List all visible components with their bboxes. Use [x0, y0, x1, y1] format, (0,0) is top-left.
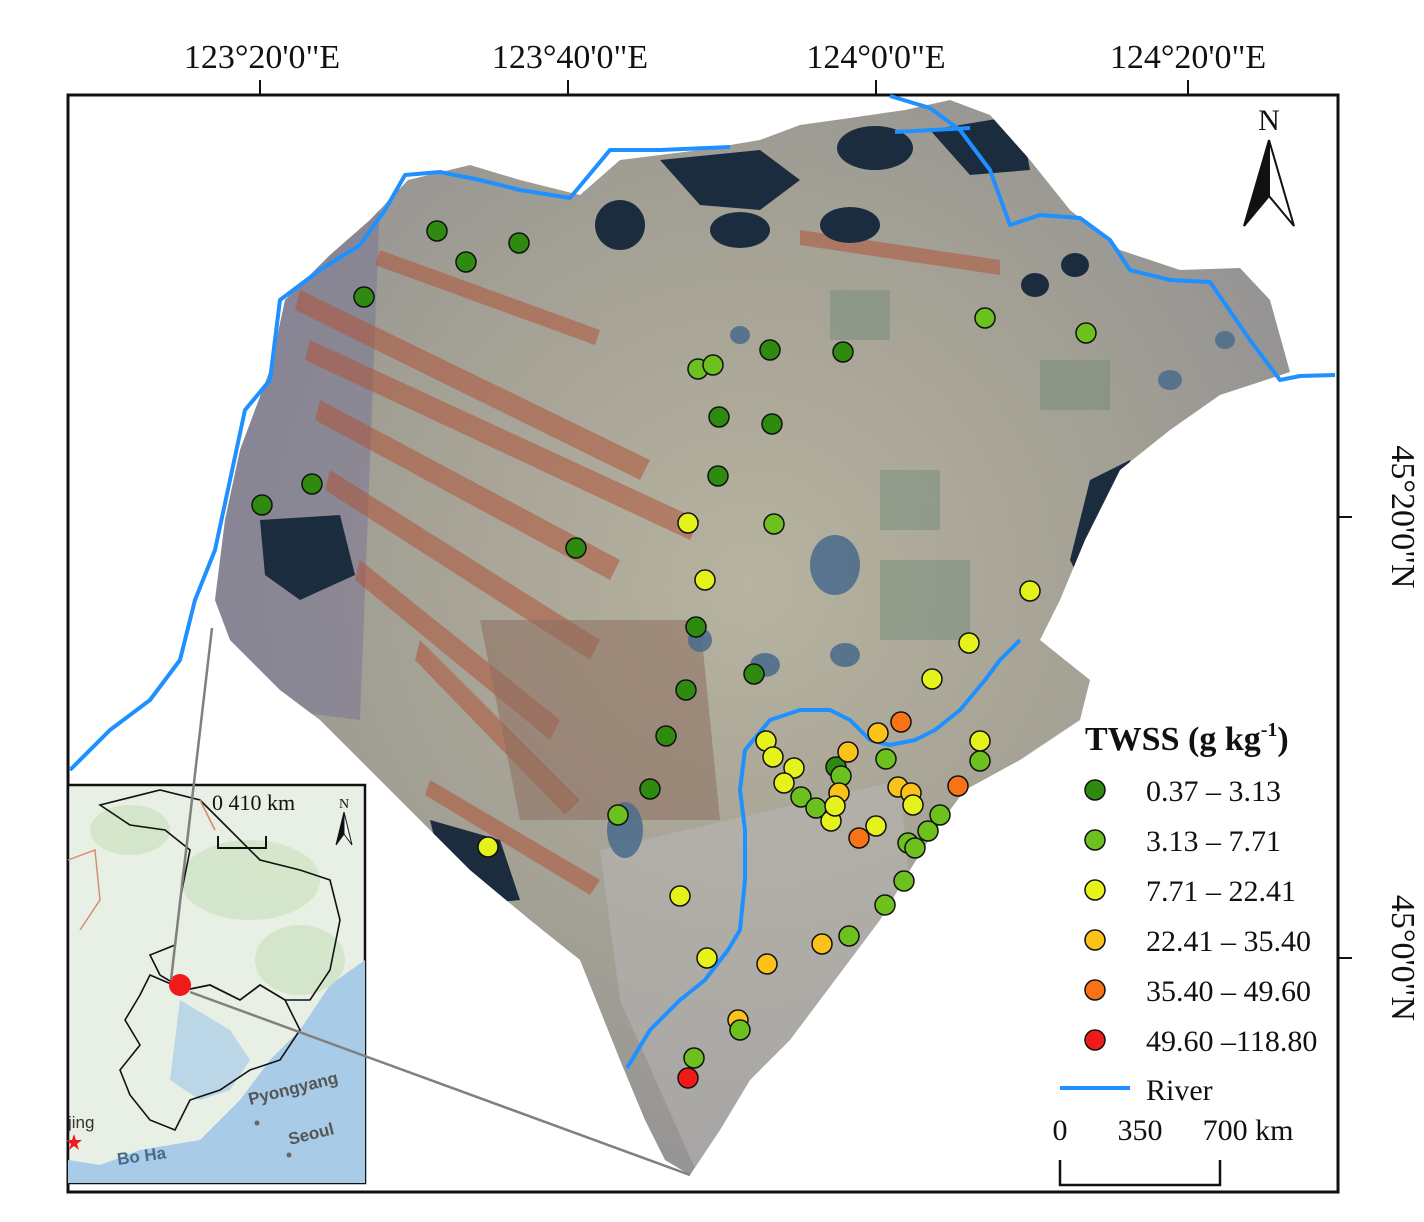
sample-point [702, 354, 724, 376]
sample-point [763, 513, 785, 535]
sample-point [969, 750, 991, 772]
sample-point [904, 837, 926, 859]
sample-points [251, 220, 1097, 1089]
sample-point [694, 569, 716, 591]
sample-point [761, 413, 783, 435]
sample-point [426, 220, 448, 242]
legend-swatch-class-5 [1084, 979, 1106, 1001]
legend-swatch-class-4 [1084, 929, 1106, 951]
sample-point [890, 711, 912, 733]
capital-star-icon [66, 1134, 82, 1150]
sample-point [917, 820, 939, 842]
sample-point [875, 748, 897, 770]
lat-label-2: 45°0'0"N [1384, 895, 1421, 1021]
north-arrow-label: N [1258, 104, 1280, 137]
legend-title: TWSS (g kg-1) [1085, 719, 1289, 758]
sample-point [301, 473, 323, 495]
sample-point [865, 815, 887, 837]
lon-label-4: 124°20'0"E [1110, 39, 1266, 76]
lon-label-2: 123°40'0"E [492, 39, 648, 76]
sample-point [947, 775, 969, 797]
sample-point [867, 722, 889, 744]
legend-swatch-class-1 [1084, 779, 1106, 801]
sample-point [958, 632, 980, 654]
sample-point [921, 668, 943, 690]
legend-label-class-4: 22.41 – 35.40 [1146, 925, 1311, 958]
study-area-marker [169, 974, 191, 996]
sample-point [1075, 322, 1097, 344]
scale-bar: 0 350 700 km [1053, 1114, 1294, 1187]
scale-tick-700: 700 km [1203, 1114, 1294, 1147]
lat-label-1: 45°20'0"N [1384, 445, 1421, 588]
scale-tick-0: 0 [1053, 1114, 1068, 1147]
inset-scale-label: 0 410 km [212, 790, 295, 815]
sample-point [969, 730, 991, 752]
inset-connector-lines [169, 627, 691, 1177]
sample-point [743, 663, 765, 685]
legend-swatch-class-6 [1084, 1029, 1106, 1051]
sample-point [683, 1047, 705, 1069]
sample-point [685, 616, 707, 638]
legend-label-class-1: 0.37 – 3.13 [1146, 775, 1281, 808]
sample-point [837, 741, 859, 763]
sample-point [669, 885, 691, 907]
sample-point [639, 778, 661, 800]
legend-label-class-6: 49.60 –118.80 [1146, 1025, 1317, 1058]
legend: TWSS (g kg-1) 0.37 – 3.13 3.13 – 7.71 7.71… [1060, 719, 1317, 1107]
inset-north-icon [335, 811, 353, 846]
sample-point [811, 933, 833, 955]
north-arrow-icon: N [1243, 104, 1295, 227]
sample-point [773, 772, 795, 794]
sample-point [874, 894, 896, 916]
sample-point [707, 465, 729, 487]
lon-label-1: 123°20'0"E [184, 39, 340, 76]
sample-point [783, 757, 805, 779]
grid-ticks [259, 80, 1352, 959]
pyongyang-dot [254, 1120, 260, 1126]
sample-point [756, 953, 778, 975]
sample-point [353, 286, 375, 308]
sample-point [477, 836, 499, 858]
sample-point [832, 341, 854, 363]
sample-point [565, 537, 587, 559]
sample-point [759, 339, 781, 361]
sample-point [902, 794, 924, 816]
sample-point [607, 804, 629, 826]
sample-point [824, 795, 846, 817]
legend-label-class-3: 7.71 – 22.41 [1146, 875, 1296, 908]
sample-point [790, 786, 812, 808]
sample-point [655, 725, 677, 747]
sample-point [762, 746, 784, 768]
sample-point [893, 870, 915, 892]
scale-tick-350: 350 [1118, 1114, 1163, 1147]
sample-point [929, 804, 951, 826]
inset-north-label: N [339, 797, 349, 812]
sample-point [675, 679, 697, 701]
legend-swatch-class-2 [1084, 829, 1106, 851]
sample-point [696, 947, 718, 969]
sample-point [677, 512, 699, 534]
sample-point [251, 494, 273, 516]
inset-map: 0 410 km N Pyongyang Seoul Bo Ha jing [66, 783, 367, 1185]
lon-label-3: 124°0'0"E [806, 39, 945, 76]
legend-river-label: River [1146, 1074, 1213, 1107]
seoul-dot [286, 1152, 292, 1158]
place-beijing: jing [67, 1113, 94, 1132]
sample-point [677, 1067, 699, 1089]
sample-point [729, 1019, 751, 1041]
legend-swatch-class-3 [1084, 879, 1106, 901]
sample-point [508, 232, 530, 254]
sample-point [974, 307, 996, 329]
sample-point [838, 925, 860, 947]
legend-label-class-2: 3.13 – 7.71 [1146, 825, 1281, 858]
sample-point [455, 251, 477, 273]
sample-point [1019, 580, 1041, 602]
legend-label-class-5: 35.40 – 49.60 [1146, 975, 1311, 1008]
sample-point [848, 827, 870, 849]
sample-point [708, 406, 730, 428]
river-lines [68, 94, 1336, 1070]
